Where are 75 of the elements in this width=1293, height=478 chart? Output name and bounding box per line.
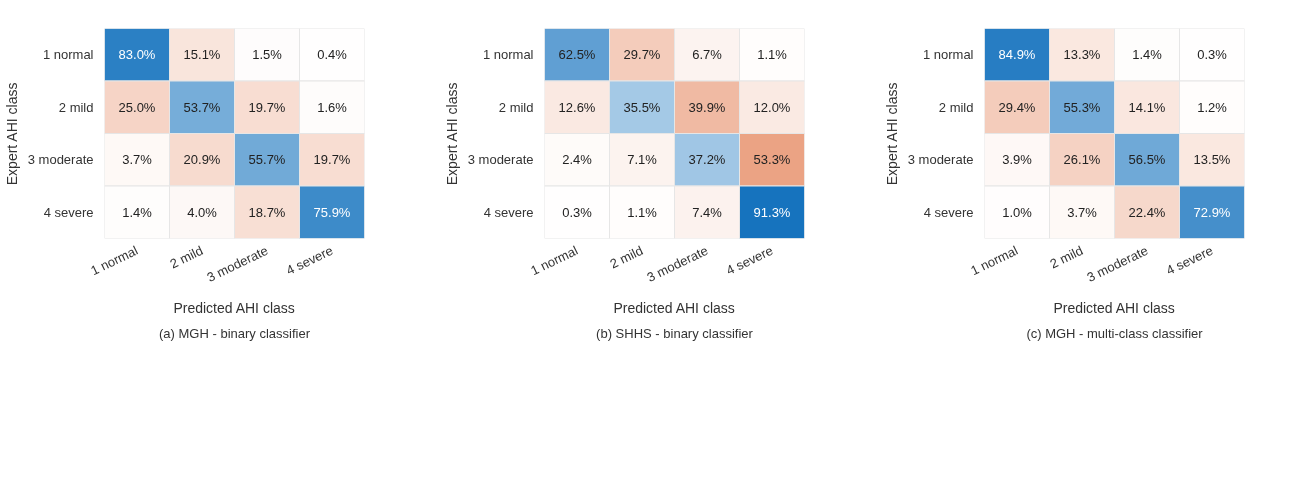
data-label: 91.3%	[753, 204, 791, 220]
data-label: 13.3%	[1063, 47, 1101, 63]
data-label: 1.1%	[757, 47, 788, 63]
x-axis-title: Predicted AHI class	[1053, 299, 1175, 316]
data-label: 19.7%	[248, 99, 286, 115]
text: (a) MGH - binary classifier	[159, 325, 311, 341]
data-label: 39.9%	[688, 99, 726, 115]
data-label: 14.1%	[1128, 99, 1166, 115]
data-label: 53.3%	[753, 152, 791, 168]
text: (c) MGH - multi-class classifier	[1026, 325, 1204, 341]
y-tick-label: 3 moderate	[467, 152, 534, 168]
data-label: 72.9%	[1193, 204, 1231, 220]
y-tick-label: 1 normal	[922, 47, 974, 63]
text: (b) SHHS - binary classifier	[596, 325, 754, 341]
data-label: 6.7%	[692, 47, 723, 63]
data-label: 19.7%	[313, 152, 351, 168]
data-label: 22.4%	[1128, 204, 1166, 220]
data-label: 1.6%	[317, 99, 348, 115]
data-label: 29.4%	[998, 99, 1036, 115]
data-label: 1.4%	[1132, 47, 1163, 63]
data-label: 37.2%	[688, 152, 726, 168]
data-label: 1.4%	[122, 204, 153, 220]
data-label: 3.7%	[1067, 204, 1098, 220]
data-label: 2.4%	[562, 152, 593, 168]
x-tick-label: 4 severe	[283, 242, 336, 278]
data-label: 3.7%	[122, 152, 153, 168]
data-label: 12.6%	[558, 99, 596, 115]
x-tick-label: 2 mild	[607, 242, 646, 272]
x-tick-label: 4 severe	[723, 242, 776, 278]
data-label: 55.3%	[1063, 99, 1101, 115]
data-label: 35.5%	[623, 99, 661, 115]
data-label: 53.7%	[183, 99, 221, 115]
data-label: 12.0%	[753, 99, 791, 115]
data-label: 15.1%	[183, 47, 221, 63]
data-label: 0.3%	[1197, 47, 1228, 63]
x-axis-title: Predicted AHI class	[173, 299, 295, 316]
data-label: 4.0%	[187, 204, 218, 220]
x-tick-label: 2 mild	[1047, 242, 1086, 272]
data-label: 83.0%	[118, 47, 156, 63]
data-label: 1.0%	[1002, 204, 1033, 220]
data-label: 84.9%	[998, 47, 1036, 63]
data-label: 1.5%	[252, 47, 283, 63]
data-label: 1.2%	[1197, 99, 1228, 115]
y-tick-label: 1 normal	[42, 47, 94, 63]
y-tick-label: 2 mild	[58, 99, 94, 115]
data-label: 29.7%	[623, 47, 661, 63]
y-axis-title: Expert AHI class	[443, 82, 460, 186]
y-axis-title: Expert AHI class	[3, 82, 20, 186]
y-tick-label: 3 moderate	[907, 152, 974, 168]
data-label: 18.7%	[248, 204, 286, 220]
y-tick-label: 2 mild	[498, 99, 534, 115]
data-label: 75.9%	[313, 204, 351, 220]
y-tick-label: 4 severe	[923, 204, 974, 220]
y-tick-label: 4 severe	[43, 204, 94, 220]
data-label: 0.4%	[317, 47, 348, 63]
y-axis-title: Expert AHI class	[883, 82, 900, 186]
y-tick-label: 4 severe	[483, 204, 534, 220]
data-label: 20.9%	[183, 152, 221, 168]
data-label: 62.5%	[558, 47, 596, 63]
y-tick-label: 1 normal	[482, 47, 534, 63]
data-label: 26.1%	[1063, 152, 1101, 168]
data-label: 1.1%	[627, 204, 658, 220]
data-label: 7.4%	[692, 204, 723, 220]
data-label: 13.5%	[1193, 152, 1231, 168]
y-tick-label: 2 mild	[938, 99, 974, 115]
x-tick-label: 4 severe	[1163, 242, 1216, 278]
data-label: 7.1%	[627, 152, 658, 168]
data-label: 3.9%	[1002, 152, 1033, 168]
y-tick-label: 3 moderate	[27, 152, 94, 168]
data-label: 55.7%	[248, 152, 286, 168]
data-label: 56.5%	[1128, 152, 1166, 168]
x-tick-label: 2 mild	[167, 242, 206, 272]
data-label: 25.0%	[118, 99, 156, 115]
x-axis-title: Predicted AHI class	[613, 299, 735, 316]
data-label: 0.3%	[562, 204, 593, 220]
